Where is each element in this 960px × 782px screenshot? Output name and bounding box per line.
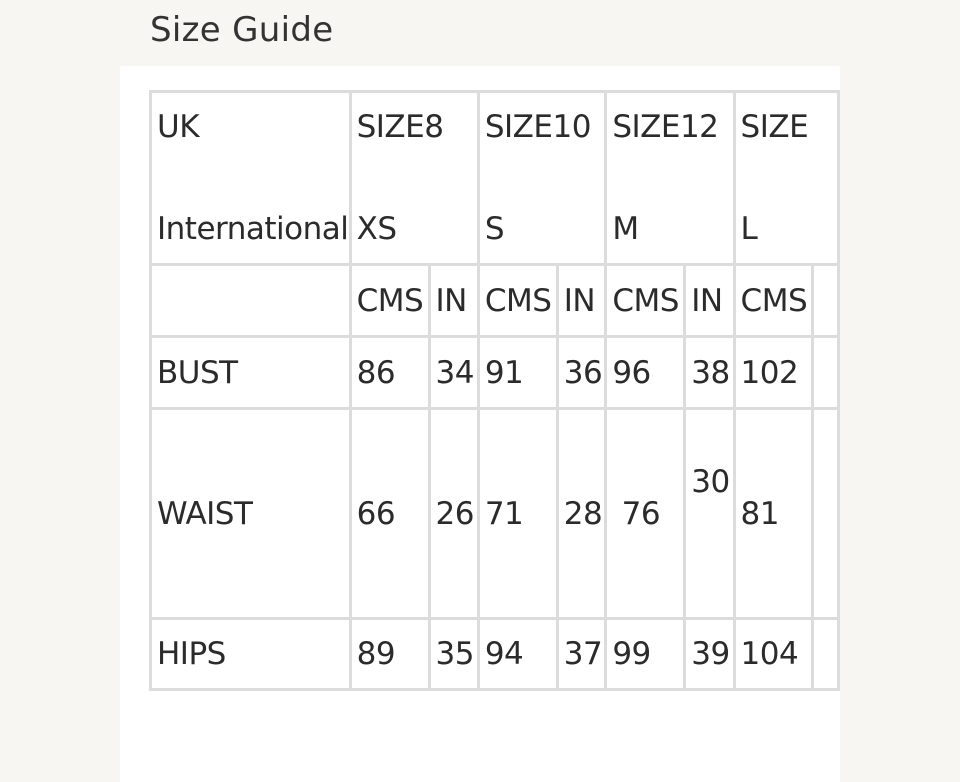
value-cell: 96 [604,335,687,410]
unit-cell: IN [555,263,608,338]
value-cell: 28 [555,407,608,620]
value-cell: 76 [604,407,687,620]
value-cell: 37 [555,617,608,691]
value-cell: 104 [732,617,815,691]
table-row-hips: HIPS 89 35 94 37 99 39 104 [149,617,840,691]
international-label: International [157,211,349,247]
value-cell [811,407,840,620]
table-row-waist: WAIST 66 26 71 28 76 30 81 [149,407,840,620]
value-cell: 99 [604,617,687,691]
unit-cell: CMS [476,263,559,338]
value-cell: 30 [683,407,736,620]
row-label: WAIST [149,407,352,620]
size-table: UK International SIZE8 XS SIZE10 S SIZE12 M … [149,90,840,691]
value-cell: 94 [476,617,559,691]
value-cell: 66 [348,407,431,620]
value-cell: 71 [476,407,559,620]
value-cell: 86 [348,335,431,410]
value-cell: 81 [732,407,815,620]
unit-cell: CMS [348,263,431,338]
value-cell [811,335,840,410]
value-cell [811,617,840,691]
table-row-header: UK International SIZE8 XS SIZE10 S SIZE12 M … [149,90,840,266]
row-label: HIPS [149,617,352,691]
page-title: Size Guide [150,10,334,50]
value-cell: 39 [683,617,736,691]
size-guide-panel: UK International SIZE8 XS SIZE10 S SIZE12 M … [120,66,840,782]
empty-cell [149,263,352,338]
size-10-header: SIZE10 S [476,90,608,266]
size-14-header: SIZE L [732,90,840,266]
value-cell: 38 [683,335,736,410]
value-cell: 36 [555,335,608,410]
table-row-bust: BUST 86 34 91 36 96 38 102 [149,335,840,410]
table-row-units: CMS IN CMS IN CMS IN CMS [149,263,840,338]
size-12-header: SIZE12 M [604,90,736,266]
value-cell: 26 [427,407,480,620]
unit-cell [811,263,840,338]
unit-cell: CMS [604,263,687,338]
unit-cell: CMS [732,263,815,338]
unit-cell: IN [427,263,480,338]
value-cell: 89 [348,617,431,691]
value-cell: 34 [427,335,480,410]
unit-cell: IN [683,263,736,338]
row-label: BUST [149,335,352,410]
value-cell: 35 [427,617,480,691]
value-cell: 91 [476,335,559,410]
value-cell: 102 [732,335,815,410]
header-label-cell: UK International [149,90,352,266]
size-8-header: SIZE8 XS [348,90,480,266]
uk-label: UK [157,109,200,145]
